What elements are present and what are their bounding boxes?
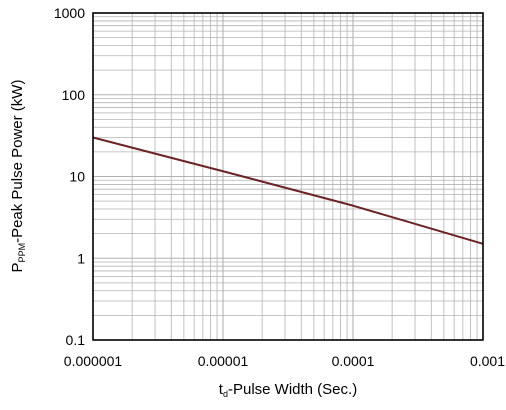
grid-lines — [92, 13, 483, 341]
x-tick-label: 0.0001 — [332, 353, 375, 369]
x-axis-title-rest: -Pulse Width (Sec.) — [228, 381, 357, 398]
y-tick-label: 100 — [62, 87, 86, 103]
y-tick-label: 0.1 — [66, 332, 86, 348]
y-tick-labels: 0.1 1 10 100 1000 — [54, 5, 85, 348]
y-axis-title: PPPM-Peak Pulse Power (kW) — [9, 80, 27, 273]
x-axis-title-main: t — [219, 381, 224, 398]
x-tick-label: 0.001 — [470, 353, 505, 369]
x-tick-label: 0.00001 — [198, 353, 249, 369]
x-tick-label: 0.000001 — [64, 353, 123, 369]
x-tick-labels: 0.000001 0.00001 0.0001 0.001 — [64, 353, 505, 369]
y-axis-title-rest: -Peak Pulse Power (kW) — [9, 80, 26, 243]
y-axis-title-main: P — [9, 262, 26, 272]
x-axis-title: td-Pulse Width (Sec.) — [219, 381, 357, 399]
series-layer — [92, 136, 484, 245]
y-tick-label: 1 — [77, 250, 85, 266]
plot-frame — [92, 12, 484, 341]
y-tick-label: 10 — [69, 169, 85, 185]
y-axis-title-sub: PPM — [17, 243, 27, 263]
x-axis-title-sub: d — [223, 389, 228, 399]
y-tick-label: 1000 — [54, 5, 85, 21]
series-line-1 — [92, 136, 484, 245]
